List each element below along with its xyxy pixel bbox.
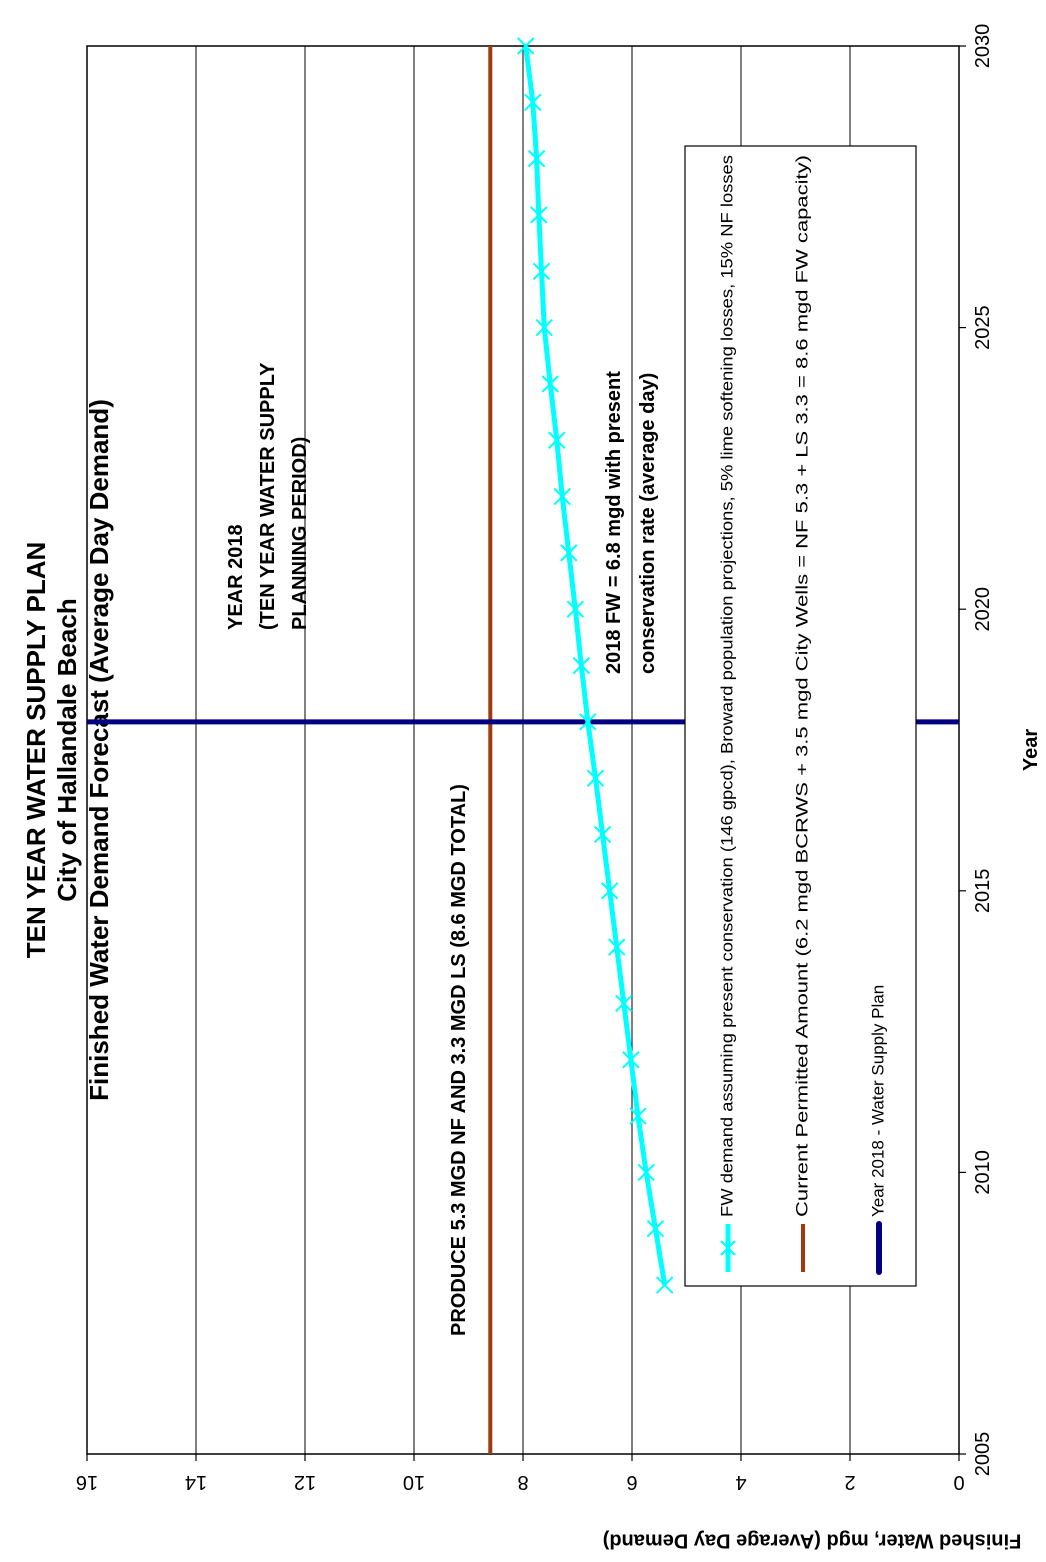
- x-tick-label: 2030: [972, 24, 994, 69]
- fw-demand-marker: [586, 769, 605, 787]
- y-axis-ticks: 0 2 4 6 8 10 12 14 16: [76, 1454, 965, 1493]
- fw-demand-marker: [541, 375, 559, 393]
- legend-label: Current Permitted Amount (6.2 mgd BCRWS …: [792, 155, 811, 1217]
- annotation-line: conservation rate (average day): [637, 373, 659, 674]
- fw-demand-marker: [560, 544, 578, 562]
- legend-box: [684, 145, 917, 1287]
- x-tick-label: 2005: [972, 1432, 994, 1477]
- fw-demand-marker: [524, 93, 542, 112]
- fw-demand-marker: [608, 938, 626, 956]
- fw-demand-marker: [535, 318, 553, 337]
- x-tick-label: 2020: [972, 587, 994, 632]
- fw-demand-marker: [530, 206, 548, 224]
- annotation-line: 2018 FW = 6.8 mgd with present: [603, 371, 625, 674]
- x-axis-ticks: 2005 2010 2015 2020 2025 2030: [959, 24, 994, 1477]
- y-tick-label: 4: [735, 1471, 746, 1493]
- fw-demand-marker: [637, 1163, 655, 1182]
- fw-demand-marker: [566, 600, 585, 618]
- annotation-line: PLANNING PERIOD): [289, 437, 311, 630]
- fw-demand-marker: [600, 882, 619, 900]
- annotation-planning-period: YEAR 2018 (TEN YEAR WATER SUPPLY PLANNING …: [225, 362, 311, 630]
- chart-title: TEN YEAR WATER SUPPLY PLAN: [21, 542, 51, 959]
- fw-demand-marker: [622, 1051, 640, 1069]
- x-tick-label: 2025: [972, 305, 994, 350]
- fw-demand-marker: [517, 37, 535, 55]
- y-tick-label: 12: [294, 1471, 316, 1493]
- annotation-2018-demand: 2018 FW = 6.8 mgd with present conservati…: [603, 371, 659, 674]
- fw-demand-marker: [646, 1220, 665, 1238]
- fw-demand-marker: [593, 825, 612, 844]
- y-tick-label: 8: [517, 1471, 528, 1493]
- fw-demand-marker: [579, 713, 597, 731]
- fw-demand-marker: [553, 487, 571, 506]
- legend-label: FW demand assuming present conservation …: [717, 155, 736, 1217]
- fw-demand-marker: [655, 1276, 674, 1294]
- fw-demand-marker: [629, 1107, 647, 1125]
- legend-label: Year 2018 - Water Supply Plan: [868, 985, 887, 1217]
- y-axis-label: Finished Water, mgd (Average Day Demand): [603, 1529, 1022, 1551]
- y-tick-label: 6: [626, 1471, 637, 1493]
- series-lines: [87, 37, 959, 1454]
- legend: FW demand assuming present conservation …: [684, 145, 917, 1287]
- fw-demand-marker: [527, 149, 546, 168]
- x-tick-label: 2015: [972, 869, 994, 914]
- annotation-line: (TEN YEAR WATER SUPPLY: [257, 362, 279, 630]
- fw-demand-marker: [572, 656, 591, 675]
- y-tick-label: 0: [953, 1471, 964, 1493]
- annotation-line: PRODUCE 5.3 MGD NF AND 3.3 MGD LS (8.6 M…: [448, 784, 470, 1336]
- y-tick-label: 2: [844, 1471, 855, 1493]
- x-tick-label: 2010: [972, 1150, 994, 1195]
- annotation-produce-total: PRODUCE 5.3 MGD NF AND 3.3 MGD LS (8.6 M…: [448, 784, 470, 1336]
- annotation-line: YEAR 2018: [225, 524, 247, 630]
- x-axis-label: Year: [1020, 729, 1042, 771]
- chart-subtitle: City of Hallandale Beach: [52, 598, 82, 901]
- chart-subtitle-2: Finished Water Demand Forecast (Average …: [84, 399, 114, 1101]
- y-tick-label: 10: [403, 1471, 425, 1493]
- legend-marker-fw-demand: [720, 1240, 736, 1256]
- fw-demand-marker: [615, 994, 633, 1013]
- fw-demand-marker: [548, 431, 566, 449]
- fw-demand-marker: [532, 262, 551, 280]
- y-tick-label: 14: [185, 1471, 207, 1493]
- y-tick-label: 16: [76, 1471, 98, 1493]
